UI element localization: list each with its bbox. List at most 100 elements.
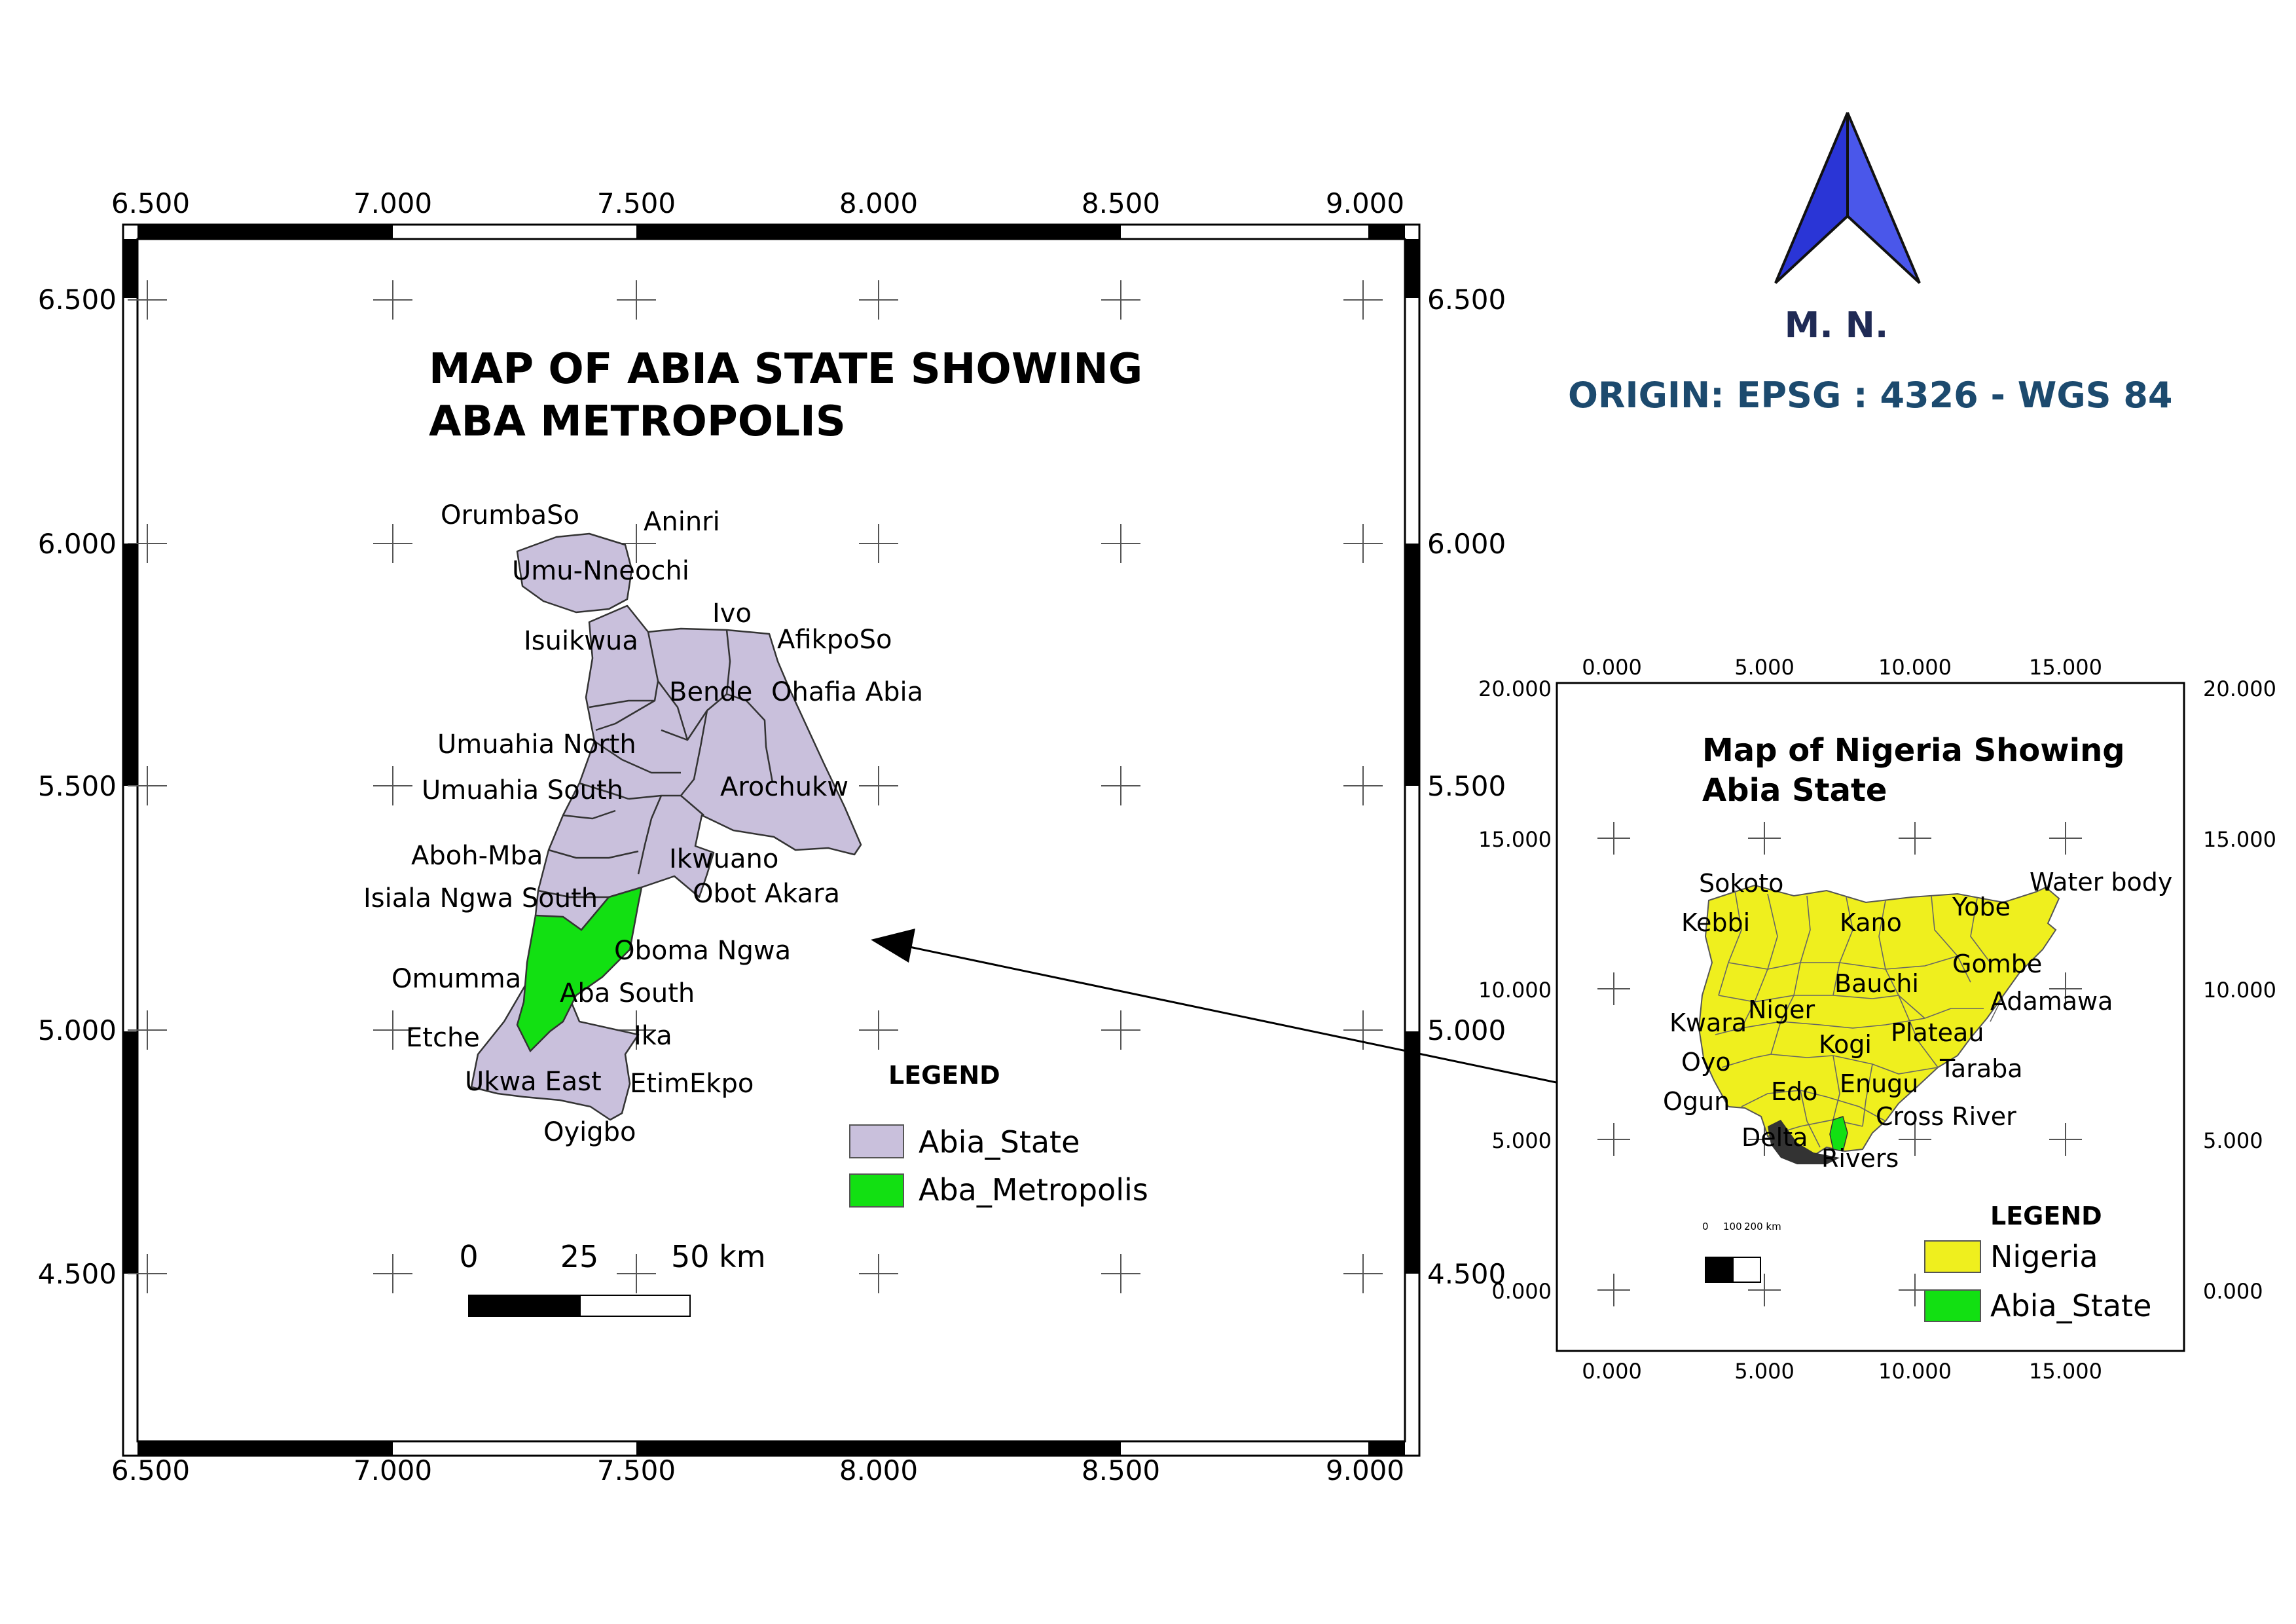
lga-label: Ukwa East [465, 1067, 602, 1097]
inset-x-tick-bottom: 5.000 [1734, 1359, 1795, 1384]
inset-x-tick-top: 5.000 [1734, 655, 1795, 680]
lga-label: Umu-Nneochi [512, 556, 689, 586]
legend-title: LEGEND [888, 1061, 1000, 1090]
inset-x-tick-top: 15.000 [2029, 655, 2102, 680]
main-legend: LEGEND Abia_State Aba_Metropolis [849, 1061, 1148, 1208]
lga-label: Oboma Ngwa [614, 936, 791, 966]
state-label: Delta [1741, 1123, 1808, 1152]
lga-label: Obot Akara [693, 879, 840, 909]
x-tick-top: 7.000 [354, 187, 432, 219]
lga-label: Umuahia North [437, 729, 636, 760]
state-label: Kogi [1819, 1030, 1872, 1059]
lga-label: Etche [406, 1023, 480, 1053]
state-label: Water body [2030, 868, 2172, 896]
inset-scalebar-label: 100 [1723, 1221, 1742, 1232]
y-tick-left: 4.500 [38, 1258, 117, 1290]
state-label: Adamawa [1990, 987, 2113, 1016]
state-label: Cross River [1876, 1102, 2016, 1131]
inset-legend-swatch-abia-state [1924, 1289, 1981, 1322]
north-arrow-icon [1774, 112, 1921, 284]
scalebar-label: 0 [459, 1239, 478, 1274]
inset-y-tick-left: 5.000 [1491, 1128, 1552, 1153]
x-tick-top: 6.500 [111, 187, 190, 219]
state-label: Rivers [1821, 1144, 1899, 1173]
state-label: Oyo [1681, 1048, 1731, 1077]
inset-legend-label-nigeria: Nigeria [1990, 1239, 2098, 1274]
lga-label: Bende [669, 677, 752, 707]
lga-label: Ika [634, 1021, 672, 1051]
legend-label-aba-metropolis: Aba_Metropolis [919, 1172, 1148, 1208]
y-tick-right: 5.500 [1427, 770, 1506, 802]
state-label: Sokoto [1699, 869, 1783, 898]
inset-legend-label-abia-state: Abia_State [1990, 1288, 2151, 1323]
x-tick-top: 7.500 [597, 187, 676, 219]
inset-x-tick-bottom: 15.000 [2029, 1359, 2102, 1384]
inset-y-tick-right: 15.000 [2203, 827, 2276, 852]
state-label: Edo [1771, 1077, 1817, 1106]
x-tick-bottom: 9.000 [1326, 1454, 1404, 1486]
lga-label: Aba South [560, 978, 695, 1008]
main-scalebar: 0 25 50 km [459, 1239, 766, 1317]
x-tick-bottom: 7.500 [597, 1454, 676, 1486]
inset-scalebar: 0 100 200 km [1702, 1221, 1781, 1283]
state-label: Taraba [1939, 1054, 2023, 1083]
y-tick-right: 5.000 [1427, 1014, 1506, 1046]
inset-legend: LEGEND Nigeria Abia_State [1924, 1202, 2151, 1323]
y-tick-left: 5.500 [38, 770, 117, 802]
inset-legend-swatch-nigeria [1924, 1240, 1981, 1273]
state-label: Ogun [1663, 1087, 1730, 1116]
projection-origin-text: ORIGIN: EPSG : 4326 - WGS 84 [1568, 375, 2172, 416]
lga-label: Ivo [712, 599, 752, 629]
y-tick-right: 6.500 [1427, 284, 1506, 316]
y-tick-left: 6.000 [38, 528, 117, 560]
x-tick-top: 9.000 [1326, 187, 1404, 219]
y-tick-right: 4.500 [1427, 1258, 1506, 1290]
lga-label: Isiala Ngwa South [363, 883, 598, 913]
lga-label: Ikwuano [669, 844, 778, 874]
inset-scalebar-label: 200 km [1744, 1221, 1781, 1232]
lga-label: OrumbaSo [441, 500, 579, 530]
lga-label: Umuahia South [422, 775, 623, 805]
lga-label: EtimEkpo [630, 1069, 754, 1099]
inset-y-tick-right: 5.000 [2203, 1128, 2263, 1153]
y-tick-right: 6.000 [1427, 528, 1506, 560]
state-label: Kwara [1669, 1008, 1747, 1037]
state-label: Niger [1748, 995, 1815, 1024]
inset-scalebar-label: 0 [1702, 1221, 1709, 1232]
inset-y-tick-right: 0.000 [2203, 1279, 2263, 1304]
lga-labels: OrumbaSo Aninri Umu-Nneochi Ivo AfikpoSo… [363, 500, 923, 1147]
inset-y-tick-right: 10.000 [2203, 978, 2276, 1003]
lga-label: Arochukw [720, 772, 848, 802]
x-tick-bottom: 8.000 [839, 1454, 918, 1486]
legend-swatch-aba-metropolis [849, 1173, 904, 1208]
main-map-title-line2: ABA METROPOLIS [429, 397, 846, 446]
state-label: Kano [1840, 908, 1902, 937]
x-tick-top: 8.500 [1082, 187, 1160, 219]
lga-label: Isuikwua [524, 626, 638, 656]
state-label: Plateau [1891, 1018, 1984, 1047]
x-tick-top: 8.000 [839, 187, 918, 219]
inset-x-tick-top: 10.000 [1878, 655, 1952, 680]
x-tick-bottom: 7.000 [354, 1454, 432, 1486]
x-tick-bottom: 8.500 [1082, 1454, 1160, 1486]
main-map-frame: 6.500 7.000 7.500 8.000 8.500 9.000 6.50… [38, 187, 1506, 1486]
legend-swatch-abia-state [849, 1124, 904, 1158]
inset-title-line2: Abia State [1702, 772, 1887, 809]
inset-legend-title: LEGEND [1990, 1202, 2102, 1230]
lga-label: AfikpoSo [777, 625, 892, 655]
state-label: Gombe [1952, 950, 2042, 978]
inset-y-tick-left: 20.000 [1478, 676, 1552, 701]
lga-label: Oyigbo [543, 1117, 636, 1147]
nigeria-polygon [1698, 884, 2060, 1164]
state-label: Bauchi [1834, 969, 1919, 998]
legend-label-abia-state: Abia_State [919, 1124, 1080, 1160]
inset-x-tick-bottom: 0.000 [1582, 1359, 1642, 1384]
inset-x-tick-bottom: 10.000 [1878, 1359, 1952, 1384]
state-label: Enugu [1840, 1069, 1918, 1098]
inset-title-line1: Map of Nigeria Showing [1702, 732, 2125, 769]
state-labels: Sokoto Water body Kebbi Kano Yobe Gombe … [1663, 868, 2172, 1173]
inset-y-tick-left: 15.000 [1478, 827, 1552, 852]
scalebar-label: 50 km [671, 1239, 766, 1274]
inset-y-tick-right: 20.000 [2203, 676, 2276, 701]
